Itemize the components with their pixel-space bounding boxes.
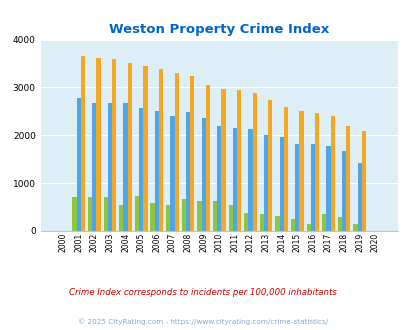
Bar xyxy=(212,201,217,231)
Bar xyxy=(248,129,252,231)
Text: © 2025 CityRating.com - https://www.cityrating.com/crime-statistics/: © 2025 CityRating.com - https://www.city… xyxy=(78,318,327,325)
Bar xyxy=(143,66,147,231)
Bar xyxy=(217,126,221,231)
Bar xyxy=(170,116,174,231)
Bar xyxy=(205,85,209,231)
Bar xyxy=(221,89,225,231)
Bar xyxy=(263,135,268,231)
Bar xyxy=(174,73,178,231)
Bar xyxy=(181,199,185,231)
Bar xyxy=(361,130,365,231)
Bar xyxy=(128,63,132,231)
Bar xyxy=(326,146,330,231)
Bar xyxy=(341,151,345,231)
Bar xyxy=(158,69,163,231)
Bar xyxy=(352,224,357,231)
Bar xyxy=(112,59,116,231)
Bar xyxy=(294,144,298,231)
Bar xyxy=(150,203,154,231)
Bar xyxy=(103,197,108,231)
Bar xyxy=(275,216,279,231)
Bar xyxy=(232,128,237,231)
Bar xyxy=(330,116,334,231)
Bar xyxy=(119,205,123,231)
Bar xyxy=(197,201,201,231)
Bar xyxy=(279,137,283,231)
Bar xyxy=(322,214,326,231)
Bar xyxy=(139,108,143,231)
Bar xyxy=(228,205,232,231)
Bar xyxy=(96,58,100,231)
Bar xyxy=(357,163,361,231)
Bar xyxy=(190,77,194,231)
Bar xyxy=(166,205,170,231)
Bar xyxy=(298,111,303,231)
Bar xyxy=(290,219,294,231)
Bar xyxy=(345,126,350,231)
Bar xyxy=(72,197,77,231)
Bar xyxy=(185,112,190,231)
Text: Crime Index corresponds to incidents per 100,000 inhabitants: Crime Index corresponds to incidents per… xyxy=(69,287,336,297)
Bar xyxy=(314,113,318,231)
Bar xyxy=(237,90,241,231)
Bar xyxy=(108,103,112,231)
Bar xyxy=(283,107,287,231)
Bar xyxy=(134,196,139,231)
Bar xyxy=(306,224,310,231)
Bar xyxy=(259,214,263,231)
Bar xyxy=(310,144,314,231)
Bar xyxy=(154,111,158,231)
Bar xyxy=(81,56,85,231)
Bar xyxy=(123,103,128,231)
Title: Weston Property Crime Index: Weston Property Crime Index xyxy=(109,23,328,36)
Bar xyxy=(88,197,92,231)
Bar xyxy=(252,93,256,231)
Bar xyxy=(337,217,341,231)
Bar xyxy=(201,118,205,231)
Bar xyxy=(92,103,96,231)
Bar xyxy=(77,98,81,231)
Bar xyxy=(243,213,248,231)
Bar xyxy=(268,100,272,231)
